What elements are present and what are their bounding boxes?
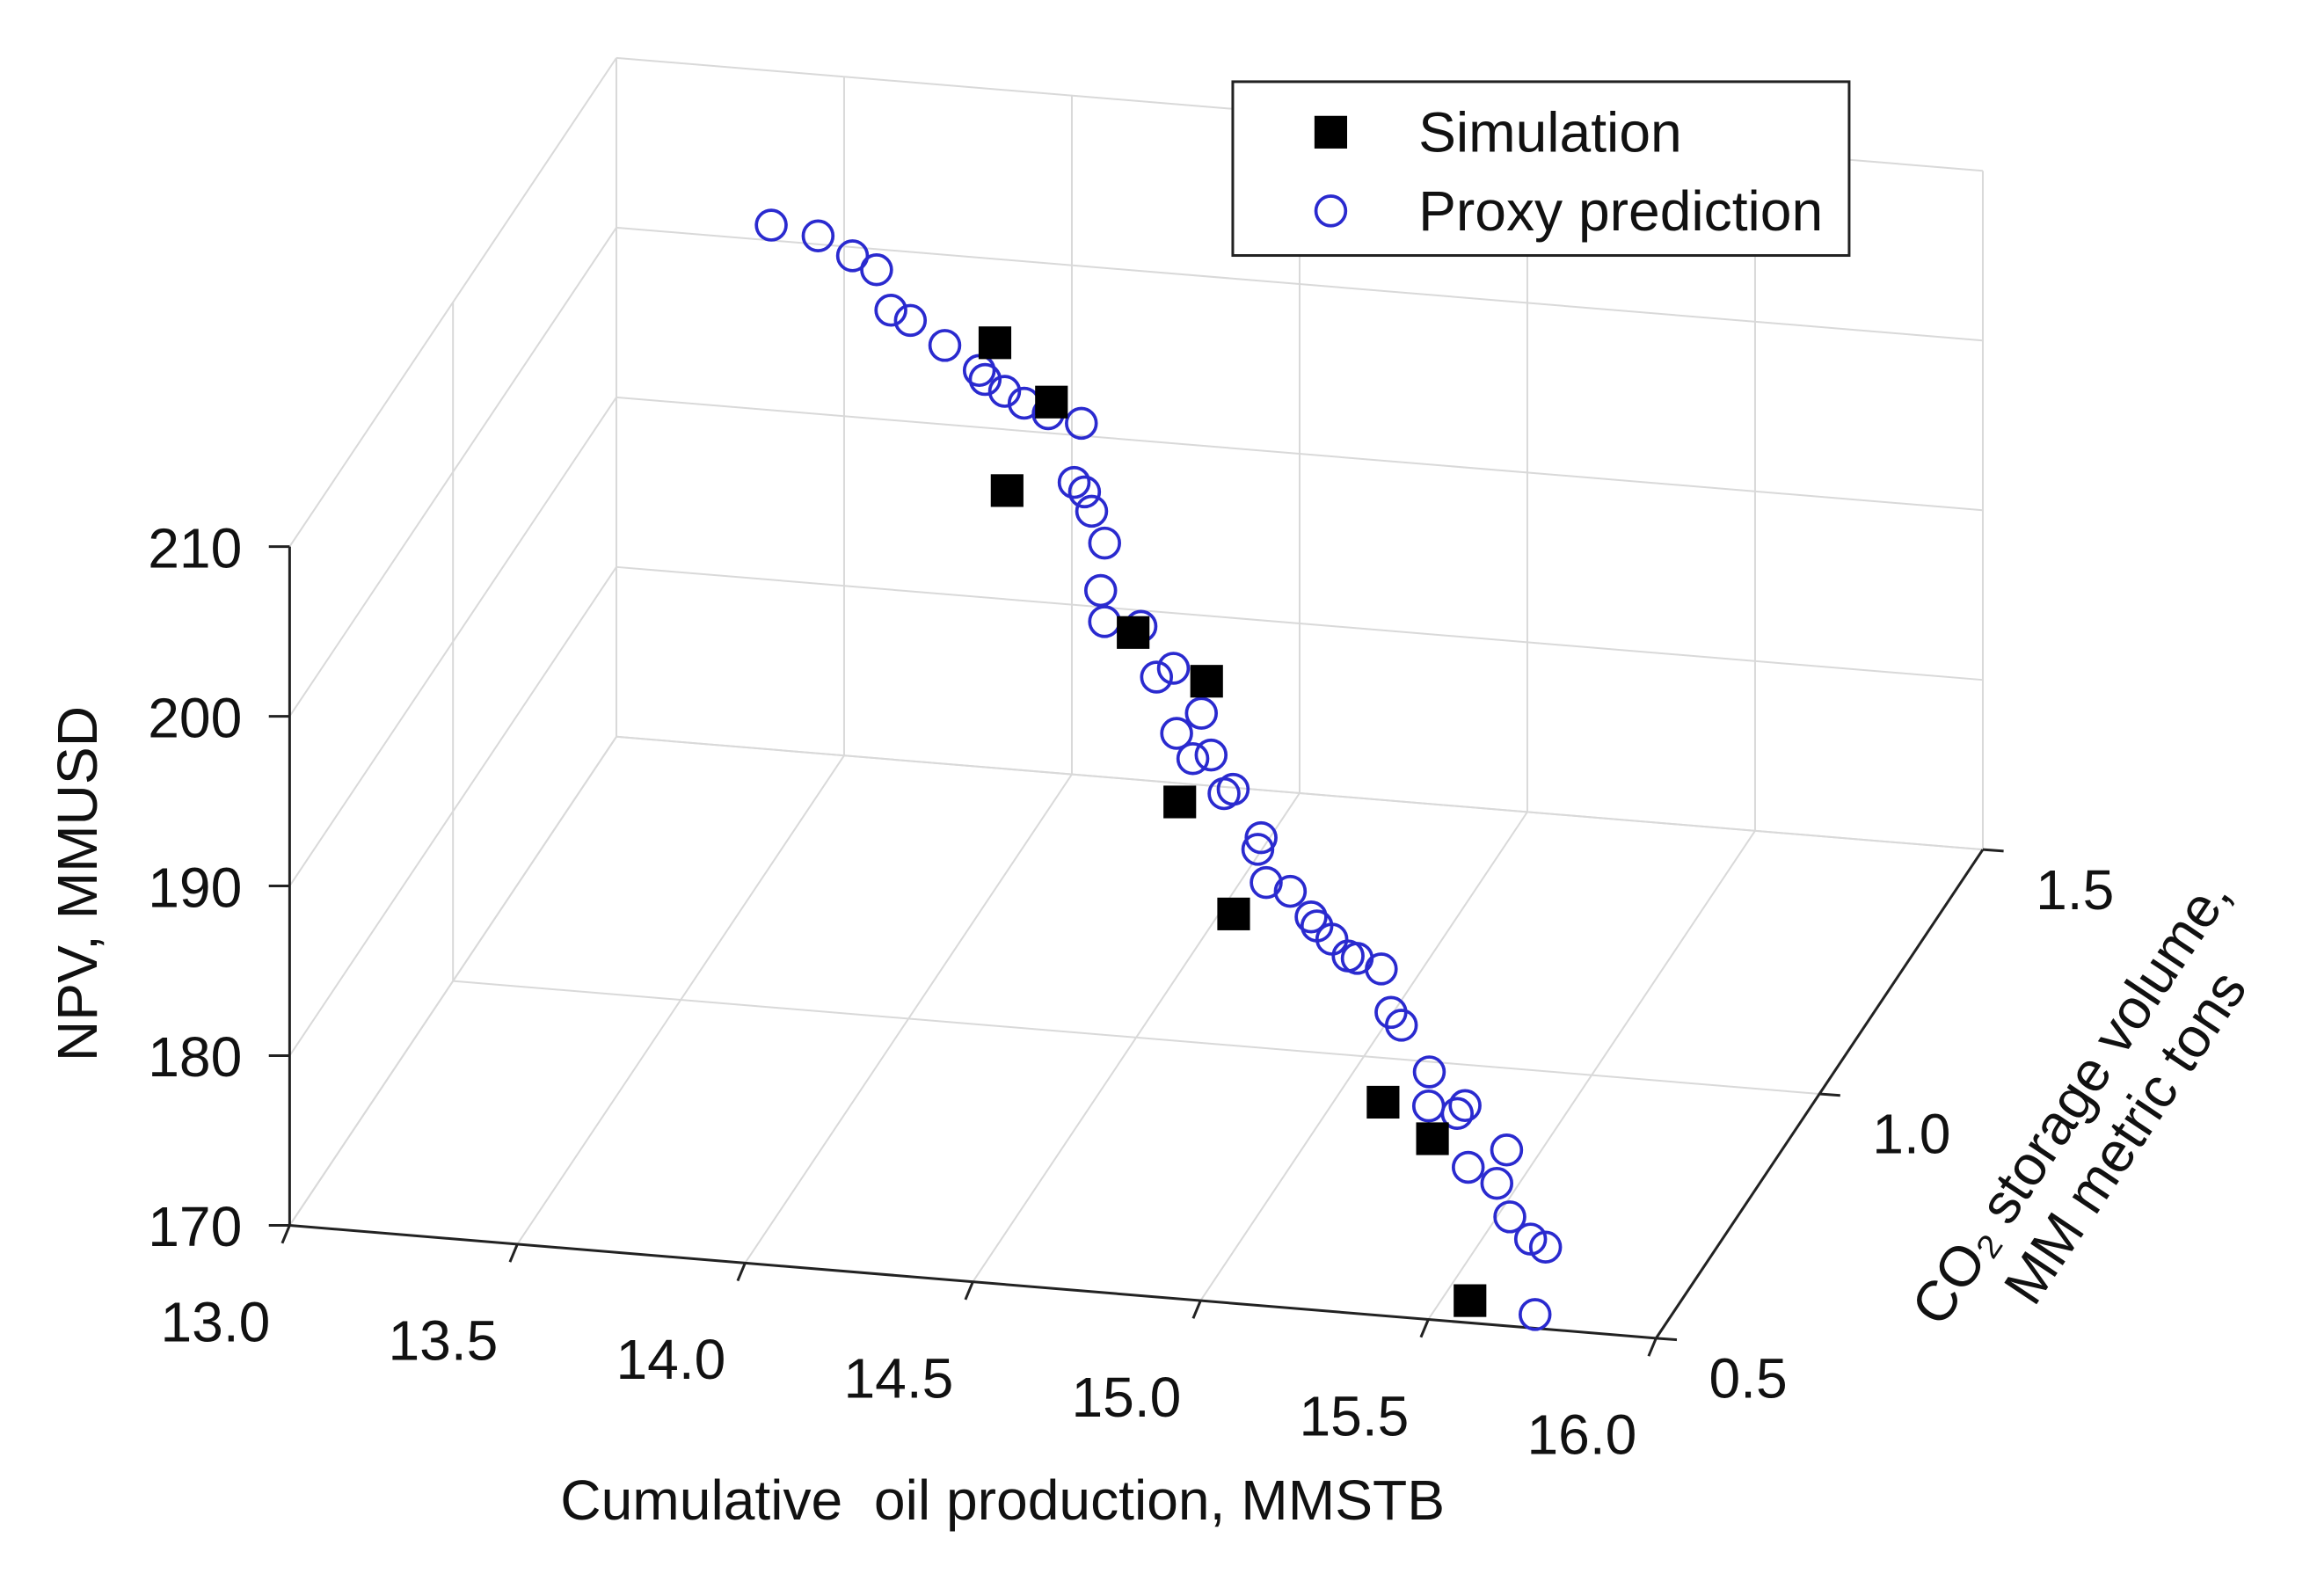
data-point	[1217, 897, 1250, 930]
data-point	[1493, 1200, 1526, 1234]
x-tick-label: 15.5	[1299, 1384, 1409, 1447]
grid-line	[288, 736, 617, 1227]
grid-line	[288, 566, 617, 1057]
data-point	[1518, 1298, 1552, 1331]
x-tick-mark	[736, 1262, 747, 1282]
grid-line	[616, 396, 1984, 512]
data-point	[1194, 738, 1228, 772]
data-point	[1176, 741, 1210, 776]
data-point	[928, 329, 962, 362]
data-point	[754, 208, 788, 242]
data-point	[1075, 494, 1109, 528]
data-point	[1451, 1150, 1485, 1184]
z-tick-label: 180	[148, 1025, 242, 1089]
grid-line	[288, 227, 617, 718]
z-tick-label: 210	[148, 516, 242, 579]
z-axis-title: NPV, MMUSD	[46, 706, 109, 1061]
legend-marker	[1314, 115, 1348, 149]
data-point	[1207, 776, 1241, 811]
x-tick-mark	[281, 1224, 291, 1244]
data-point	[1156, 652, 1191, 685]
z-tick-label: 200	[148, 686, 242, 749]
data-point	[1190, 665, 1223, 698]
data-point	[860, 253, 893, 287]
data-point	[874, 294, 907, 327]
data-point	[1374, 995, 1408, 1030]
data-point	[1140, 660, 1173, 694]
y-tick-label: 0.5	[1709, 1347, 1787, 1410]
data-point	[1160, 717, 1193, 750]
data-point	[990, 474, 1024, 507]
x-tick-mark	[1191, 1300, 1202, 1319]
data-point	[1241, 833, 1275, 866]
data-point	[1163, 785, 1197, 819]
data-point	[1250, 865, 1283, 900]
x-axis-title: Cumulative oil production, MMSTB	[560, 1468, 1445, 1532]
x-tick-label: 13.0	[160, 1290, 270, 1353]
x-tick-mark	[508, 1243, 519, 1263]
legend-marker	[1314, 194, 1348, 228]
x-tick-label: 16.0	[1526, 1403, 1636, 1467]
x-tick-label: 14.5	[843, 1347, 953, 1410]
data-point	[1088, 605, 1121, 638]
data-point	[1117, 616, 1150, 649]
data-point	[1057, 465, 1091, 499]
data-point	[1365, 952, 1398, 986]
grid-line	[616, 565, 1984, 681]
data-point	[1384, 1009, 1418, 1042]
data-point	[987, 375, 1022, 408]
data-point	[1528, 1230, 1563, 1264]
grid-line	[616, 735, 1984, 851]
data-point	[1448, 1089, 1482, 1123]
y-tick-label: 1.0	[1872, 1103, 1950, 1166]
grid-line	[288, 57, 617, 548]
data-point	[978, 326, 1012, 360]
x-tick-mark	[1419, 1318, 1430, 1338]
data-point	[893, 303, 928, 338]
data-point	[1065, 406, 1098, 441]
data-point	[1440, 1097, 1474, 1131]
legend-label: Simulation	[1418, 100, 1682, 164]
data-point	[1067, 475, 1102, 509]
y-tick-mark	[1819, 1092, 1840, 1097]
grid-line	[616, 226, 1984, 342]
data-point	[1454, 1284, 1487, 1317]
z-tick-label: 190	[148, 856, 242, 919]
data-point	[968, 362, 1002, 397]
x-tick-mark	[1647, 1337, 1658, 1357]
data-point	[1366, 1085, 1400, 1119]
x-tick-label: 14.0	[616, 1328, 725, 1391]
data-point	[835, 239, 870, 273]
data-point	[1184, 696, 1219, 730]
data-point	[1273, 874, 1308, 908]
data-point	[801, 219, 835, 252]
y-tick-label: 1.5	[2036, 858, 2114, 922]
data-point	[1294, 900, 1328, 934]
legend-label: Proxy prediction	[1418, 179, 1823, 243]
data-point	[1088, 526, 1121, 560]
y-tick-mark	[1656, 1337, 1678, 1342]
y-tick-mark	[1982, 848, 2004, 853]
x-tick-mark	[964, 1281, 974, 1301]
data-point	[1083, 573, 1118, 608]
data-point	[1416, 1122, 1449, 1155]
data-point	[1490, 1133, 1524, 1167]
grid-line	[453, 980, 1820, 1096]
x-tick-label: 13.5	[388, 1309, 498, 1373]
data-point	[1035, 385, 1068, 419]
grid-line	[288, 397, 617, 887]
x-tick-label: 15.0	[1071, 1366, 1181, 1429]
data-point	[1412, 1055, 1446, 1089]
data-point	[1411, 1089, 1446, 1123]
data-point	[1480, 1166, 1514, 1200]
z-tick-label: 170	[148, 1195, 242, 1258]
